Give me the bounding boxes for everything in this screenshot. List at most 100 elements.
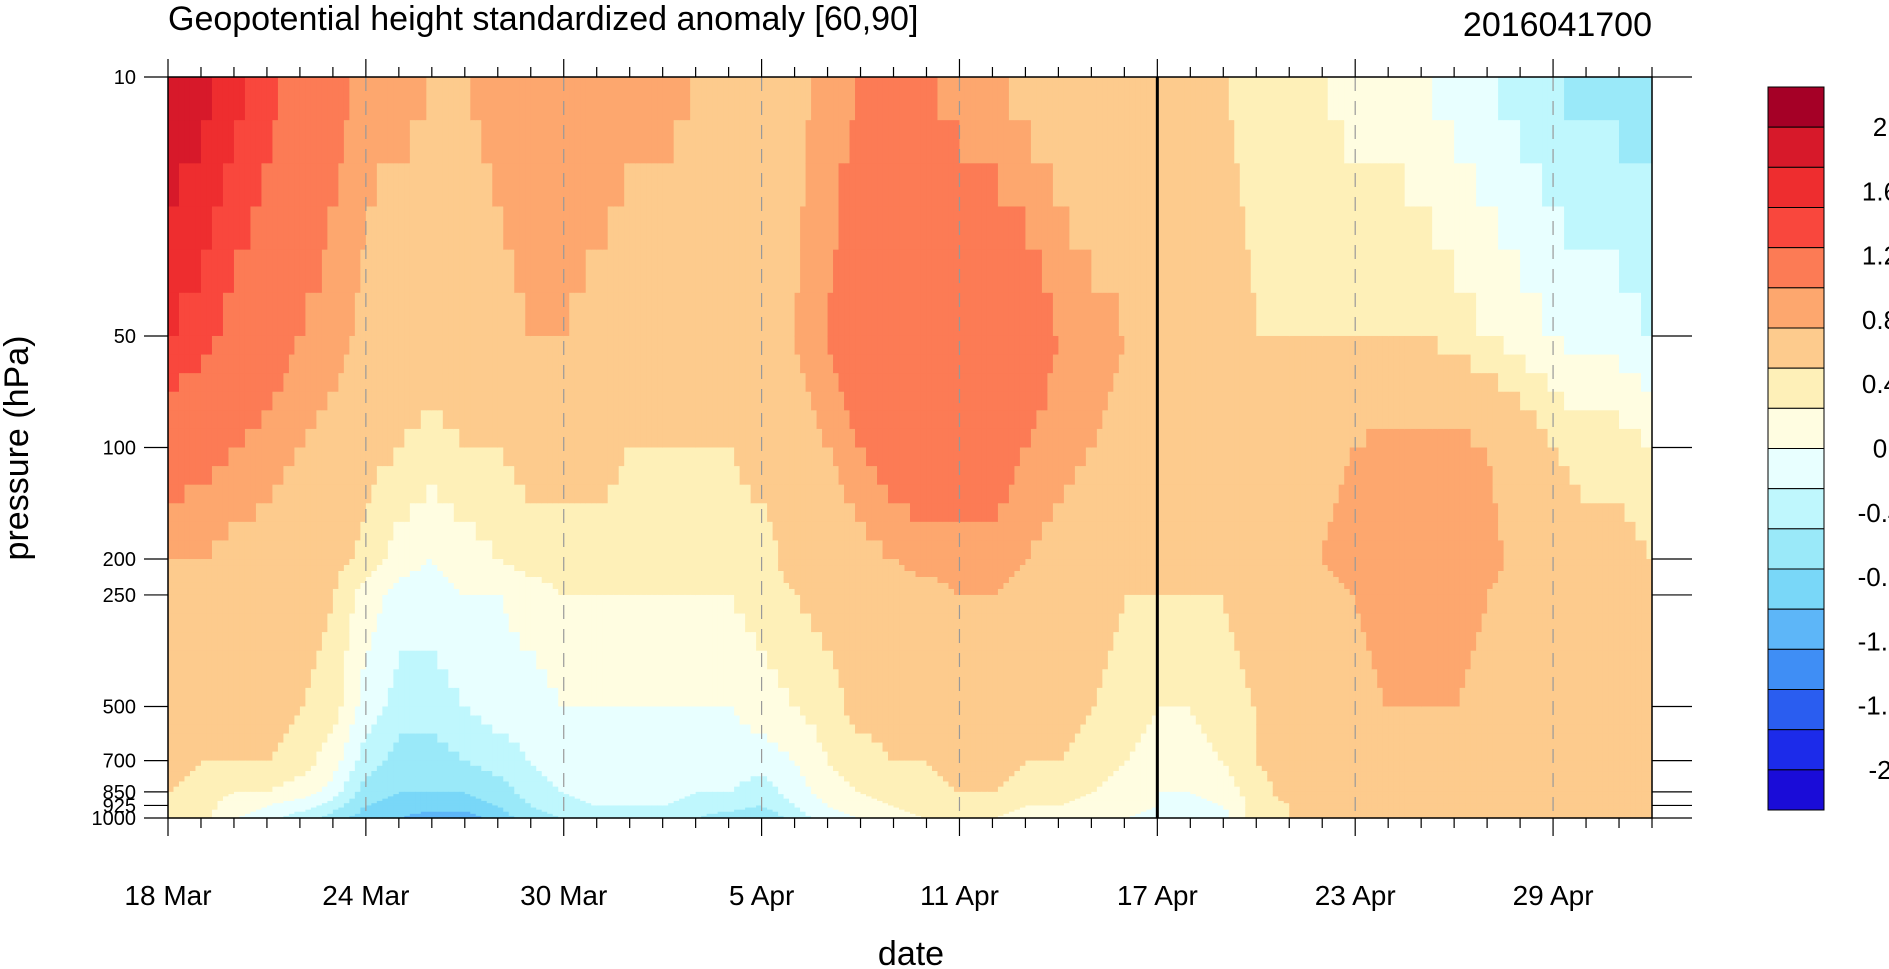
contour-cell (256, 392, 262, 411)
contour-cell (564, 787, 570, 793)
contour-cell (679, 373, 685, 392)
contour-cell (503, 595, 509, 614)
contour-cell (608, 706, 614, 716)
contour-cell (234, 583, 240, 590)
contour-cell (553, 293, 559, 337)
contour-cell (349, 250, 355, 294)
contour-cell (333, 715, 339, 725)
contour-cell (597, 293, 603, 337)
contour-cell (333, 577, 339, 584)
contour-cell (591, 485, 597, 504)
contour-cell (311, 336, 317, 355)
contour-cell (316, 766, 322, 772)
contour-cell (349, 787, 355, 793)
contour-cell (481, 429, 487, 448)
contour-cell (272, 466, 278, 485)
contour-cell (432, 776, 438, 782)
contour-cell (223, 743, 229, 753)
contour-cell (520, 336, 526, 355)
contour-cell (558, 571, 564, 578)
contour-cell (382, 466, 388, 485)
contour-cell (509, 688, 515, 707)
contour-cell (448, 559, 454, 566)
contour-cell (212, 250, 218, 294)
contour-cell (344, 743, 350, 753)
contour-cell (613, 293, 619, 337)
contour-cell (476, 410, 482, 429)
contour-cell (327, 771, 333, 777)
contour-cell (256, 77, 262, 121)
contour-cell (487, 293, 493, 337)
contour-cell (652, 392, 658, 411)
contour-cell (327, 706, 333, 716)
contour-cell (624, 565, 630, 572)
contour-cell (393, 688, 399, 707)
contour-cell (470, 583, 476, 590)
contour-cell (300, 571, 306, 578)
contour-cell (278, 120, 284, 164)
contour-cell (514, 163, 520, 207)
contour-cell (657, 503, 663, 522)
contour-cell (690, 466, 696, 485)
contour-cell (476, 743, 482, 753)
contour-cell (613, 206, 619, 250)
contour-cell (421, 669, 427, 688)
contour-cell (234, 734, 240, 744)
contour-cell (179, 336, 185, 355)
contour-cell (613, 706, 619, 716)
contour-cell (624, 766, 630, 772)
contour-cell (668, 448, 674, 467)
contour-cell (206, 250, 212, 294)
contour-cell (426, 206, 432, 250)
contour-cell (564, 583, 570, 590)
contour-cell (487, 522, 493, 541)
contour-cell (492, 77, 498, 121)
contour-cell (492, 250, 498, 294)
contour-cell (536, 632, 542, 651)
contour-cell (586, 781, 592, 787)
contour-cell (437, 577, 443, 584)
contour-cell (410, 761, 416, 767)
contour-cell (591, 373, 597, 392)
contour-cell (542, 503, 548, 522)
contour-cell (168, 589, 174, 596)
contour-cell (371, 120, 377, 164)
contour-cell (498, 448, 504, 467)
contour-cell (602, 577, 608, 584)
contour-cell (239, 392, 245, 411)
contour-cell (201, 688, 207, 707)
contour-cell (250, 429, 256, 448)
contour-cell (580, 120, 586, 164)
contour-cell (245, 771, 251, 777)
contour-cell (289, 771, 295, 777)
contour-cell (272, 565, 278, 572)
contour-cell (366, 336, 372, 355)
contour-cell (586, 706, 592, 716)
contour-cell (536, 583, 542, 590)
contour-cell (470, 392, 476, 411)
contour-cell (503, 565, 509, 572)
contour-cell (542, 250, 548, 294)
contour-cell (668, 485, 674, 504)
contour-cell (174, 540, 180, 559)
contour-cell (476, 589, 482, 596)
contour-cell (212, 429, 218, 448)
contour-cell (509, 595, 515, 614)
contour-cell (470, 336, 476, 355)
contour-cell (657, 77, 663, 121)
contour-cell (668, 540, 674, 559)
contour-cell (234, 429, 240, 448)
contour-cell (388, 725, 394, 735)
contour-cell (553, 163, 559, 207)
contour-cell (223, 776, 229, 782)
contour-cell (305, 776, 311, 782)
contour-cell (547, 336, 553, 355)
contour-cell (223, 355, 229, 374)
contour-cell (388, 715, 394, 725)
contour-cell (514, 776, 520, 782)
contour-cell (206, 669, 212, 688)
contour-cell (685, 429, 691, 448)
contour-cell (542, 163, 548, 207)
contour-cell (503, 781, 509, 787)
contour-cell (569, 392, 575, 411)
